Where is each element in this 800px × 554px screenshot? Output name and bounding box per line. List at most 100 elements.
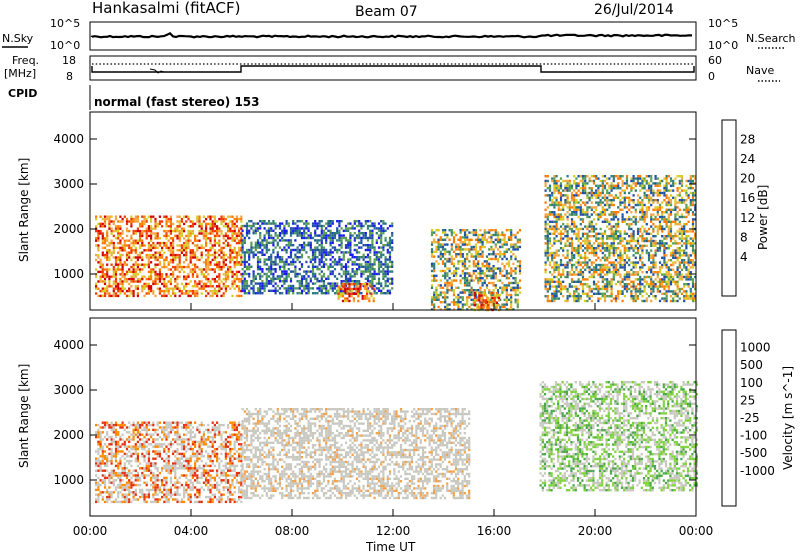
echo-cell (333, 248, 337, 252)
echo-cell (468, 238, 471, 241)
echo-cell (599, 213, 602, 216)
echo-cell (263, 284, 266, 288)
echo-cell (143, 265, 146, 269)
echo-cell (636, 199, 640, 202)
echo-cell (588, 268, 591, 271)
echo-cell (336, 289, 339, 292)
echo-cell (628, 235, 631, 238)
echo-cell (455, 243, 458, 246)
echo-cell (386, 272, 389, 276)
echo-cell (433, 250, 436, 253)
echo-cell (658, 223, 662, 226)
echo-cell (551, 295, 554, 298)
echo-cell (224, 263, 227, 266)
echo-cell (391, 234, 394, 237)
echo-cell (477, 272, 480, 275)
echo-cell (595, 254, 598, 257)
echo-cell (174, 256, 177, 259)
echo-cell (240, 277, 243, 281)
echo-cell (110, 285, 113, 288)
echo-cell (222, 277, 225, 281)
echo-cell (287, 289, 290, 292)
echo-cell (362, 232, 365, 235)
echo-cell (289, 248, 293, 252)
echo-cell (650, 254, 653, 257)
echo-cell (588, 191, 591, 195)
echo-cell (610, 290, 613, 293)
echo-cell (645, 230, 648, 233)
echo-cell (235, 241, 238, 245)
echo-cell (477, 253, 480, 256)
echo-cell (344, 287, 347, 291)
echo-cell (628, 201, 631, 204)
echo-cell (641, 247, 644, 250)
echo-cell (154, 263, 157, 266)
echo-cell (628, 184, 631, 187)
echo-cell (110, 263, 113, 266)
echo-cell (459, 260, 462, 263)
echo-cell (176, 215, 179, 218)
echo-cell (289, 244, 293, 247)
echo-cell (553, 230, 556, 233)
echo-cell (305, 220, 308, 223)
echo-cell (446, 279, 449, 282)
echo-cell (222, 234, 225, 238)
echo-cell (630, 189, 633, 192)
echo-cell (645, 283, 648, 286)
echo-cell (95, 285, 98, 288)
echo-cell (595, 184, 598, 187)
echo-cell (639, 175, 642, 178)
echo-cell (564, 227, 567, 231)
echo-cell (339, 295, 342, 298)
echo-cell (503, 253, 506, 256)
echo-cell (632, 247, 635, 250)
echo-cell (316, 280, 319, 283)
echo-cell (331, 220, 334, 223)
echo-cell (342, 234, 345, 237)
echo-cell (608, 251, 611, 255)
echo-cell (573, 199, 576, 202)
echo-cell (584, 256, 587, 259)
echo-cell (628, 242, 631, 245)
echo-cell (267, 227, 271, 230)
echo-cell (652, 256, 655, 259)
echo-cell (325, 236, 328, 240)
echo-cell (555, 184, 558, 187)
echo-cell (342, 265, 345, 268)
echo-cell (601, 263, 604, 267)
echo-cell (555, 227, 558, 231)
echo-cell (196, 234, 199, 238)
echo-cell (218, 253, 221, 257)
echo-cell (366, 220, 370, 223)
echo-cell (125, 239, 129, 242)
echo-cell (579, 242, 582, 245)
echo-cell (165, 237, 168, 240)
echo-cell (130, 220, 133, 223)
echo-cell (103, 292, 107, 295)
echo-cell (327, 289, 330, 292)
echo-cell (222, 215, 225, 218)
echo-cell (641, 239, 644, 243)
echo-cell (516, 241, 519, 244)
echo-cell (156, 222, 159, 226)
echo-cell (314, 272, 317, 276)
echo-cell (621, 263, 624, 267)
echo-cell (338, 272, 341, 276)
echo-cell (285, 289, 288, 292)
echo-cell (477, 238, 480, 241)
echo-cell (435, 233, 438, 237)
echo-cell (352, 297, 355, 300)
echo-cell (110, 227, 113, 230)
echo-cell (158, 280, 161, 283)
echo-cell (353, 256, 356, 259)
echo-cell (658, 179, 662, 183)
echo-cell (187, 292, 190, 295)
echo-cell (114, 227, 118, 230)
echo-cell (355, 280, 359, 283)
echo-cell (123, 215, 126, 218)
echo-cell (283, 268, 286, 271)
echo-cell (621, 196, 624, 199)
echo-cell (347, 222, 350, 225)
echo-cell (361, 283, 364, 286)
echo-cell (141, 256, 144, 259)
